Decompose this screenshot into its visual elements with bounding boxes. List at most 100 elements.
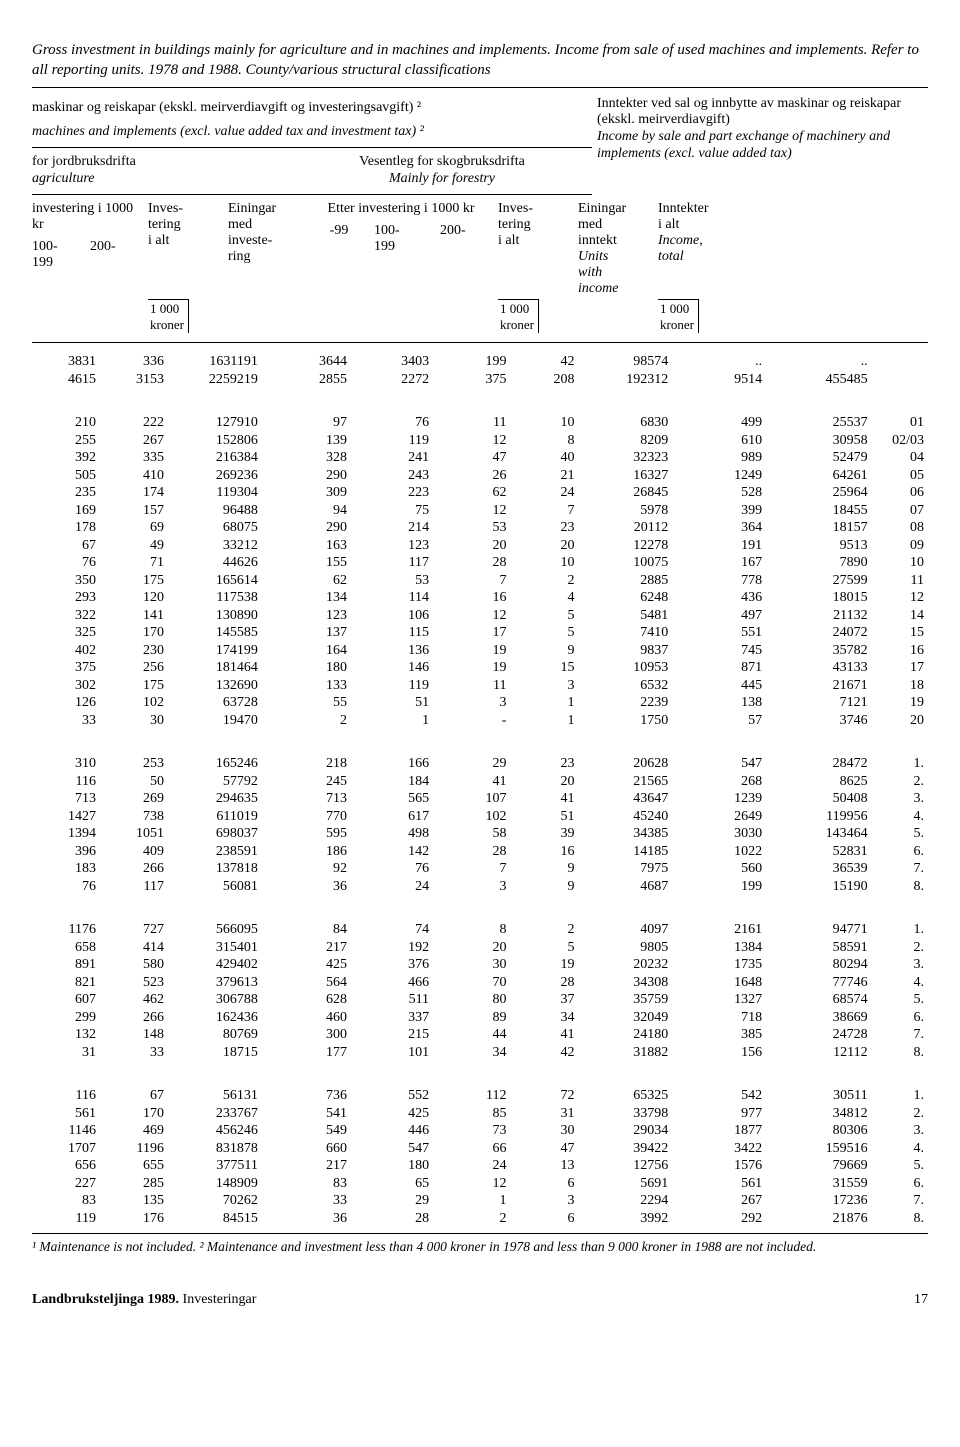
- table-cell: 1735: [672, 956, 766, 974]
- table-cell: 217: [262, 939, 351, 957]
- table-cell: 3992: [578, 1210, 672, 1228]
- table-cell: 56081: [168, 878, 262, 896]
- table-row: 4615315322592192855227237520819231295144…: [32, 371, 928, 389]
- table-cell: 215: [351, 1026, 433, 1044]
- table-cell: 9: [510, 642, 578, 660]
- table-cell: 162436: [168, 1009, 262, 1027]
- table-row: 8215233796135644667028343081648777464.: [32, 974, 928, 992]
- table-cell: 269236: [168, 467, 262, 485]
- table-cell: 7121: [766, 694, 872, 712]
- table-cell: 29: [433, 755, 510, 773]
- table-cell: 698037: [168, 825, 262, 843]
- table-row: 3752561814641801461915109538714313317: [32, 659, 928, 677]
- table-cell: 43647: [578, 790, 672, 808]
- table-cell: 10953: [578, 659, 672, 677]
- table-cell: 184: [351, 773, 433, 791]
- table-cell: 6830: [578, 414, 672, 432]
- table-cell: 126: [32, 694, 100, 712]
- table-cell: 145585: [168, 624, 262, 642]
- table-cell: 5481: [578, 607, 672, 625]
- table-cell: 977: [672, 1105, 766, 1123]
- table-cell: 41: [433, 773, 510, 791]
- divider: [32, 147, 592, 148]
- table-cell: 12: [433, 1175, 510, 1193]
- table-cell: 84515: [168, 1210, 262, 1228]
- table-cell: 9: [510, 878, 578, 896]
- table-cell: 39422: [578, 1140, 672, 1158]
- table-cell: 547: [672, 755, 766, 773]
- table-cell: 3: [433, 878, 510, 896]
- table-cell: 71: [100, 554, 168, 572]
- table-cell: 1394: [32, 825, 100, 843]
- table-cell: 80306: [766, 1122, 872, 1140]
- table-cell: 2: [262, 712, 351, 730]
- table-cell: 8: [433, 921, 510, 939]
- table-cell: 33: [100, 1044, 168, 1062]
- table-cell: 76: [32, 878, 100, 896]
- table-cell: 16: [510, 843, 578, 861]
- table-row: 299266162436460337893432049718386696.: [32, 1009, 928, 1027]
- table-cell: 1249: [672, 467, 766, 485]
- table-cell: 655: [100, 1157, 168, 1175]
- table-cell: 20: [872, 712, 928, 730]
- table-cell: 1239: [672, 790, 766, 808]
- table-cell: 138: [672, 694, 766, 712]
- table-row: 30217513269013311911365324452167118: [32, 677, 928, 695]
- table-row: 71326929463571356510741436471239504083.: [32, 790, 928, 808]
- table-cell: 12: [872, 589, 928, 607]
- page-title: Gross investment in buildings mainly for…: [32, 40, 928, 88]
- table-cell: 18: [872, 677, 928, 695]
- col-investering-ialt-b: Inves- tering i alt: [498, 201, 578, 298]
- table-cell: 157: [100, 502, 168, 520]
- table-cell: 58: [433, 825, 510, 843]
- table-cell: 123: [351, 537, 433, 555]
- table-cell: 24180: [578, 1026, 672, 1044]
- table-cell: 19: [433, 642, 510, 660]
- table-cell: 446: [351, 1122, 433, 1140]
- table-row: 33301947021-1175057374620: [32, 712, 928, 730]
- table-cell: 617: [351, 808, 433, 826]
- col-200: 200-: [90, 239, 148, 271]
- table-cell: 227: [32, 1175, 100, 1193]
- table-cell: 542: [672, 1087, 766, 1105]
- table-cell: 170: [100, 1105, 168, 1123]
- table-cell: 268: [672, 773, 766, 791]
- table-cell: 9805: [578, 939, 672, 957]
- table-row: 674933212163123202012278191951309: [32, 537, 928, 555]
- table-cell: 186: [262, 843, 351, 861]
- table-cell: 01: [872, 414, 928, 432]
- table-cell: 4: [510, 589, 578, 607]
- table-cell: [872, 371, 928, 389]
- table-cell: 285: [100, 1175, 168, 1193]
- table-cell: 18455: [766, 502, 872, 520]
- table-cell: 628: [262, 991, 351, 1009]
- table-cell: 18015: [766, 589, 872, 607]
- footnote: ¹ Maintenance is not included. ² Mainten…: [32, 1234, 928, 1256]
- table-cell: 116: [32, 773, 100, 791]
- table-cell: 156: [672, 1044, 766, 1062]
- table-cell: 36: [262, 878, 351, 896]
- table-cell: 335: [100, 449, 168, 467]
- table-cell: 245: [262, 773, 351, 791]
- table-cell: 72: [510, 1087, 578, 1105]
- table-cell: 178: [32, 519, 100, 537]
- table-cell: 21565: [578, 773, 672, 791]
- table-cell: 8625: [766, 773, 872, 791]
- label-income-en: Income by sale and part exchange of mach…: [597, 129, 927, 163]
- table-cell: 2161: [672, 921, 766, 939]
- table-cell: 174199: [168, 642, 262, 660]
- table-cell: 37: [510, 991, 578, 1009]
- col-investering: investering i 1000 kr: [32, 201, 148, 233]
- table-cell: 350: [32, 572, 100, 590]
- table-cell: 3030: [672, 825, 766, 843]
- table-cell: 12: [433, 432, 510, 450]
- col-inntekter-no: Inntekter i alt: [658, 201, 748, 233]
- table-cell: 96488: [168, 502, 262, 520]
- table-cell: 92: [262, 860, 351, 878]
- table-cell: 6: [510, 1175, 578, 1193]
- table-cell: 199: [672, 878, 766, 896]
- table-cell: 7.: [872, 1026, 928, 1044]
- table-cell: 7: [433, 572, 510, 590]
- table-cell: 3.: [872, 790, 928, 808]
- table-cell: 39: [510, 825, 578, 843]
